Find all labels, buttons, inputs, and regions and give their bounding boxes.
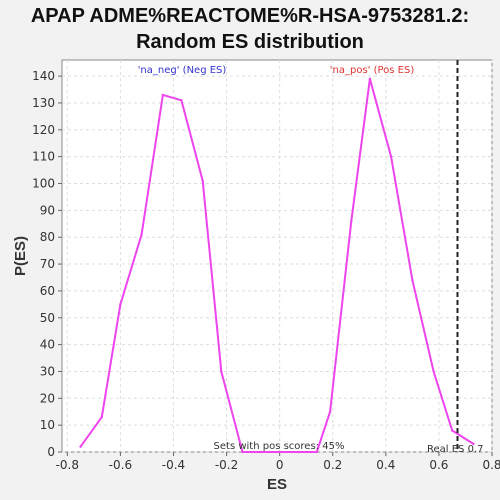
y-tick-label: 120: [32, 123, 55, 137]
series-point: [350, 219, 353, 223]
pos-es-label: 'na_pos' (Pos ES): [330, 65, 415, 76]
neg-es-label: 'na_neg' (Neg ES): [138, 65, 227, 76]
series-point: [180, 99, 183, 102]
y-tick-label: 100: [32, 177, 55, 191]
x-tick-label: 0.8: [482, 458, 500, 472]
series-point: [119, 303, 122, 306]
series-point: [472, 442, 475, 446]
series-point: [315, 450, 319, 454]
series-point: [297, 450, 300, 454]
x-tick-label: 0.2: [323, 458, 342, 472]
y-tick-label: 0: [47, 445, 55, 459]
series-point: [241, 450, 244, 454]
series-point: [389, 155, 393, 158]
series-point: [450, 429, 454, 432]
series-point: [79, 445, 82, 448]
chart-title-line-2: Random ES distribution: [136, 31, 364, 53]
y-tick-label: 80: [40, 230, 55, 244]
x-axis-label: ES: [267, 476, 287, 493]
series-point: [220, 370, 223, 373]
series-point: [368, 77, 372, 80]
series-point: [140, 233, 143, 236]
series-point: [100, 415, 104, 419]
y-tick-label: 30: [40, 364, 55, 378]
y-tick-label: 90: [40, 203, 55, 217]
x-tick-label: -0.4: [162, 458, 185, 472]
x-tick-label: -0.2: [215, 458, 238, 472]
y-tick-label: 10: [40, 418, 55, 432]
series-point: [328, 410, 332, 413]
x-tick-label: 0.6: [429, 458, 448, 472]
series-point: [161, 93, 165, 97]
y-tick-label: 70: [40, 257, 55, 271]
chart-title-line-1: APAP ADME%REACTOME%R-HSA-9753281.2:: [31, 5, 469, 27]
axis-ticks: -0.8 -0.6 -0.4 -0.2 0 0.2 0.4 0.6 0.8 0 10 20 30 40 50…: [32, 69, 500, 472]
y-tick-label: 110: [32, 150, 55, 164]
series-point: [201, 179, 204, 183]
sets-pos-scores-label: Sets with pos scores: 45%: [214, 441, 345, 452]
series-point: [259, 450, 263, 454]
y-tick-label: 20: [40, 391, 55, 405]
series-layer: [79, 77, 475, 454]
x-tick-label: 0.4: [376, 458, 395, 472]
x-tick-label: -0.8: [56, 458, 79, 472]
y-tick-label: 40: [40, 338, 55, 352]
y-tick-label: 130: [32, 96, 55, 110]
series-point: [432, 370, 435, 373]
y-axis-label: P(ES): [12, 236, 29, 276]
y-tick-label: 140: [32, 69, 55, 83]
series-point: [411, 278, 414, 282]
x-tick-label: -0.6: [109, 458, 132, 472]
y-tick-label: 60: [40, 284, 55, 298]
y-tick-label: 50: [40, 311, 55, 325]
plot-area: [61, 59, 493, 453]
series-point: [278, 450, 281, 454]
real-es-label: Real ES 0.7: [427, 444, 483, 455]
x-tick-label: 0: [276, 458, 284, 472]
